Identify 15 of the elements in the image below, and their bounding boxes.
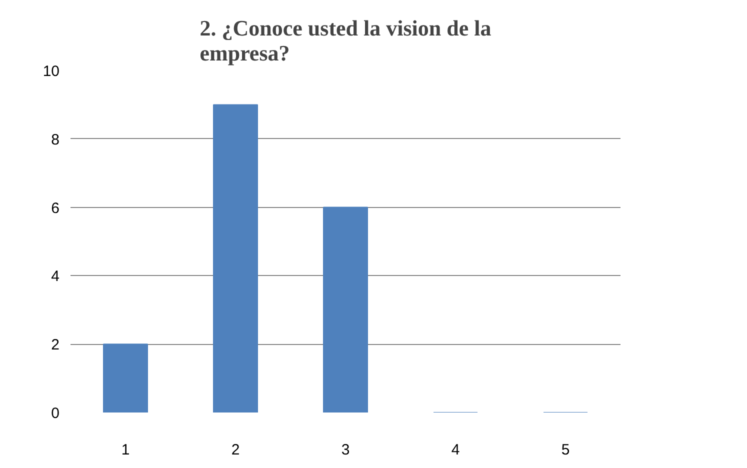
x-tick-label: 4 bbox=[451, 442, 460, 458]
y-tick-label: 8 bbox=[51, 131, 60, 148]
x-tick-label: 5 bbox=[561, 442, 570, 458]
y-tick-label: 4 bbox=[51, 268, 60, 286]
x-tick-label: 2 bbox=[231, 442, 240, 458]
y-tick-label: 2 bbox=[51, 336, 60, 354]
y-tick-label: 10 bbox=[42, 63, 60, 80]
y-tick-label: 6 bbox=[51, 200, 60, 217]
x-tick-label: 3 bbox=[341, 442, 350, 458]
chart-title: 2. ¿Conoce usted la vision de la empresa? bbox=[200, 16, 492, 66]
y-tick-label: 0 bbox=[51, 405, 60, 422]
bar bbox=[323, 206, 368, 412]
bar bbox=[103, 344, 148, 412]
x-tick-label: 1 bbox=[121, 442, 130, 458]
bar bbox=[213, 104, 258, 412]
